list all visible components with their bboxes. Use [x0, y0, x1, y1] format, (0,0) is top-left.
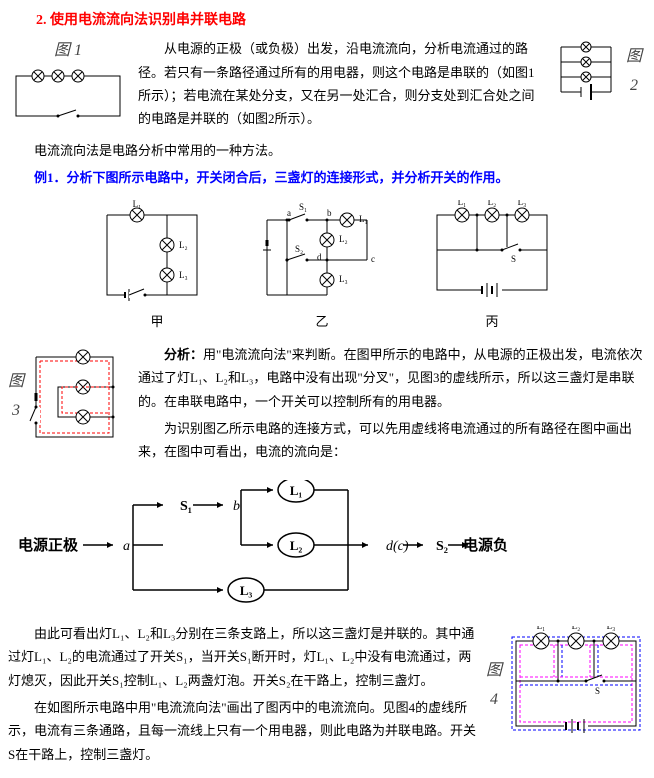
circuit-row: L₁ L₂ L₃ 甲 a S₁ b L₁ L₂ [8, 200, 646, 333]
fig3-label: 图 3 [8, 368, 24, 426]
svg-text:L₁: L₁ [458, 200, 467, 207]
flow-diagram: 电源正极 a S₁ b L₃ L₁ L₂ d(c) S₂ 电源负极 [8, 480, 646, 610]
figure-1: 图 1 [8, 37, 128, 126]
svg-text:L₃: L₃ [518, 200, 527, 207]
section-title: 2. 使用电流流向法识别串并联电路 [8, 8, 646, 33]
fig2-label: 图 2 [626, 43, 642, 101]
svg-text:电源正极: 电源正极 [18, 536, 79, 554]
svg-text:L₁: L₁ [537, 626, 546, 631]
svg-text:a: a [123, 539, 130, 554]
analyze-label: 分析： [164, 347, 203, 362]
label-bing: 丙 [485, 310, 498, 333]
p3-text: 用"电流流向法"来判断。在图甲所示的电路中，从电源的正极出发，电流依次通过了灯L… [138, 347, 643, 409]
circuit-jia: L₁ L₂ L₃ 甲 [97, 200, 217, 333]
svg-text:S: S [595, 686, 600, 696]
svg-text:L₃: L₃ [607, 626, 616, 631]
para-2: 电流流向法是电路分析中常用的一种方法。 [8, 139, 646, 162]
svg-text:L₁: L₁ [359, 214, 368, 224]
svg-text:L₂: L₂ [290, 538, 303, 553]
label-yi: 乙 [315, 310, 328, 333]
svg-text:b: b [327, 208, 332, 218]
svg-text:L₃: L₃ [179, 270, 188, 280]
circuit-yi: a S₁ b L₁ L₂ d c S₂ L₃ [257, 200, 387, 333]
figure-3: 图 3 [8, 347, 128, 447]
fig4-label: 图 4 [486, 657, 502, 715]
svg-text:a: a [287, 208, 291, 218]
svg-text:L₂: L₂ [572, 626, 581, 631]
example-1: 例1．分析下图所示电路中，开关闭合后，三盏灯的连接形式，并分析开关的作用。 [8, 166, 646, 189]
fig1-label: 图 1 [8, 37, 128, 66]
svg-text:S₁: S₁ [299, 202, 307, 212]
svg-text:L₁: L₁ [290, 483, 303, 498]
svg-text:L₁: L₁ [133, 200, 142, 209]
svg-text:L₂: L₂ [179, 240, 188, 250]
svg-text:S₂: S₂ [436, 539, 448, 554]
svg-text:c: c [371, 254, 375, 264]
svg-text:L₂: L₂ [488, 200, 497, 207]
svg-text:S₁: S₁ [180, 499, 192, 514]
svg-text:L₃: L₃ [240, 583, 253, 598]
svg-text:L₃: L₃ [339, 274, 348, 284]
figure-4: 图 4 L₁ L₂ L₃ S [486, 626, 646, 746]
circuit-bing: L₁ L₂ L₃ S 丙 [427, 200, 557, 333]
svg-text:S: S [511, 254, 516, 264]
svg-text:d(c): d(c) [386, 539, 409, 554]
svg-text:S₂: S₂ [295, 244, 303, 254]
svg-text:L₂: L₂ [339, 234, 348, 244]
svg-text:电源负极: 电源负极 [463, 536, 508, 554]
label-jia: 甲 [150, 310, 163, 333]
figure-2: 图 2 [546, 37, 646, 107]
svg-text:b: b [233, 499, 240, 514]
